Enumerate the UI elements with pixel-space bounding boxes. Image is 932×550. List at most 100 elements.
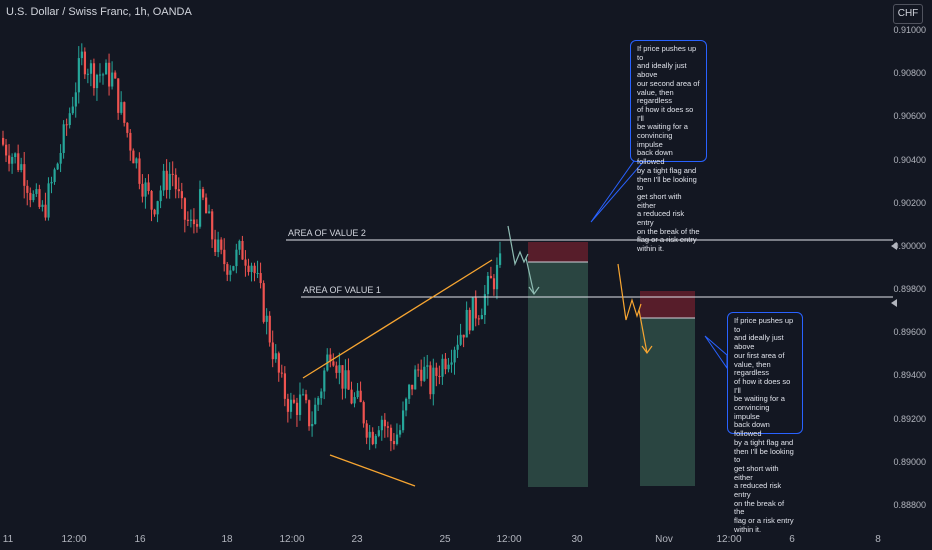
candle-body: [471, 297, 474, 331]
candle-body: [71, 106, 74, 114]
note-bottom-pointer: [704, 335, 728, 370]
time-tick-label: 16: [134, 534, 146, 545]
price-tick-label: 0.88800: [893, 500, 926, 510]
note-second-area[interactable]: If price pushes up to and ideally just ab…: [630, 40, 707, 253]
candle-body: [244, 259, 247, 266]
price-tick-label: 0.90200: [893, 197, 926, 208]
candle-body: [32, 193, 35, 201]
time-tick-label: 30: [571, 534, 583, 545]
candle-body: [417, 369, 420, 371]
candle-body: [53, 169, 56, 182]
candle-body: [259, 273, 262, 284]
note-first-area[interactable]: If price pushes up to and ideally just ab…: [727, 312, 803, 534]
currency-button[interactable]: CHF: [893, 4, 923, 24]
candle-body: [144, 182, 147, 197]
candle-body: [495, 264, 499, 290]
candle-body: [411, 384, 414, 390]
note-line: then I'll be looking to: [734, 446, 794, 465]
candle-body: [211, 211, 214, 240]
candle-body: [338, 365, 341, 373]
candle-body: [20, 164, 23, 171]
stop-zone-2: [528, 242, 588, 262]
candle-body: [468, 309, 471, 331]
candle-body: [492, 278, 496, 290]
candle-body: [295, 402, 299, 415]
note-line: and ideally just above: [637, 61, 687, 80]
candle-body: [132, 150, 135, 164]
time-tick-label: 12:00: [61, 534, 87, 545]
time-tick-label: 6: [789, 534, 795, 545]
candle-body: [29, 192, 32, 201]
candle-body: [350, 389, 353, 404]
candle-body: [150, 191, 153, 210]
note-line: be waiting for a: [734, 394, 785, 404]
time-tick-label: 8: [875, 534, 881, 545]
note-line: of how it does so I'll: [637, 104, 694, 123]
candle-body: [368, 431, 371, 438]
candle-body: [253, 265, 256, 274]
candle-body: [195, 224, 199, 227]
candle-body: [320, 391, 323, 399]
candle-body: [44, 204, 47, 218]
candle-body: [95, 74, 99, 89]
candle-body: [26, 185, 29, 193]
candle-body: [117, 78, 120, 113]
candle-body: [347, 370, 350, 390]
candle-body: [153, 209, 156, 215]
note-line: If price pushes up to: [734, 316, 794, 334]
note-line: convincing impulse: [734, 403, 770, 421]
candle-body: [365, 423, 368, 438]
candle-body: [205, 197, 208, 214]
candle-body: [402, 410, 405, 431]
candle-body: [120, 102, 123, 113]
candle-body: [356, 390, 359, 398]
candle-body: [226, 264, 229, 275]
candle-body: [238, 240, 241, 250]
candle-body: [56, 163, 59, 170]
time-tick-label: 23: [351, 534, 363, 545]
channel-upper-line: [302, 259, 493, 379]
note-line: on the break of the: [734, 498, 785, 517]
candle-body: [256, 273, 259, 275]
candle-body: [11, 157, 14, 164]
note-line: get short with either: [734, 463, 779, 482]
candle-body: [35, 189, 38, 194]
candle-body: [159, 190, 162, 202]
candle-body: [92, 63, 96, 89]
candle-body: [483, 294, 487, 315]
candle-body: [298, 394, 302, 415]
candle-body: [371, 431, 374, 445]
note-line: on the break of the: [637, 226, 700, 236]
candle-body: [229, 270, 232, 275]
price-tick-label: 0.89600: [893, 327, 926, 338]
candle-body: [432, 367, 435, 395]
candle-body: [286, 398, 290, 412]
candle-body: [192, 219, 196, 225]
price-tick-label: 0.90600: [893, 111, 926, 122]
note-line: flag or a risk entry: [734, 516, 794, 526]
candle-body: [14, 153, 17, 158]
candle-body: [477, 318, 480, 320]
price-tick-label: 0.91000: [893, 25, 926, 35]
candle-body: [62, 124, 65, 153]
candle-body: [68, 113, 71, 126]
candle-body: [98, 74, 102, 76]
note-line: value, then regardless: [734, 359, 771, 378]
candle-body: [447, 364, 450, 370]
trade-zones: [528, 242, 695, 487]
candle-body: [420, 369, 423, 381]
note-line: by a tight flag and: [637, 165, 697, 175]
candle-body: [180, 191, 183, 199]
candle-body: [102, 74, 105, 76]
candle-body: [353, 397, 356, 404]
note-line: back down followed: [637, 148, 673, 167]
price-tick-label: 0.89000: [893, 456, 926, 467]
area-of-value-2-label: AREA OF VALUE 2: [288, 228, 366, 238]
note-line: our second area of: [637, 78, 700, 88]
note-line: get short with either: [637, 191, 682, 210]
candle-body: [359, 390, 362, 403]
candle-body: [435, 367, 438, 376]
candle-body: [289, 399, 293, 412]
candle-body: [450, 362, 453, 365]
